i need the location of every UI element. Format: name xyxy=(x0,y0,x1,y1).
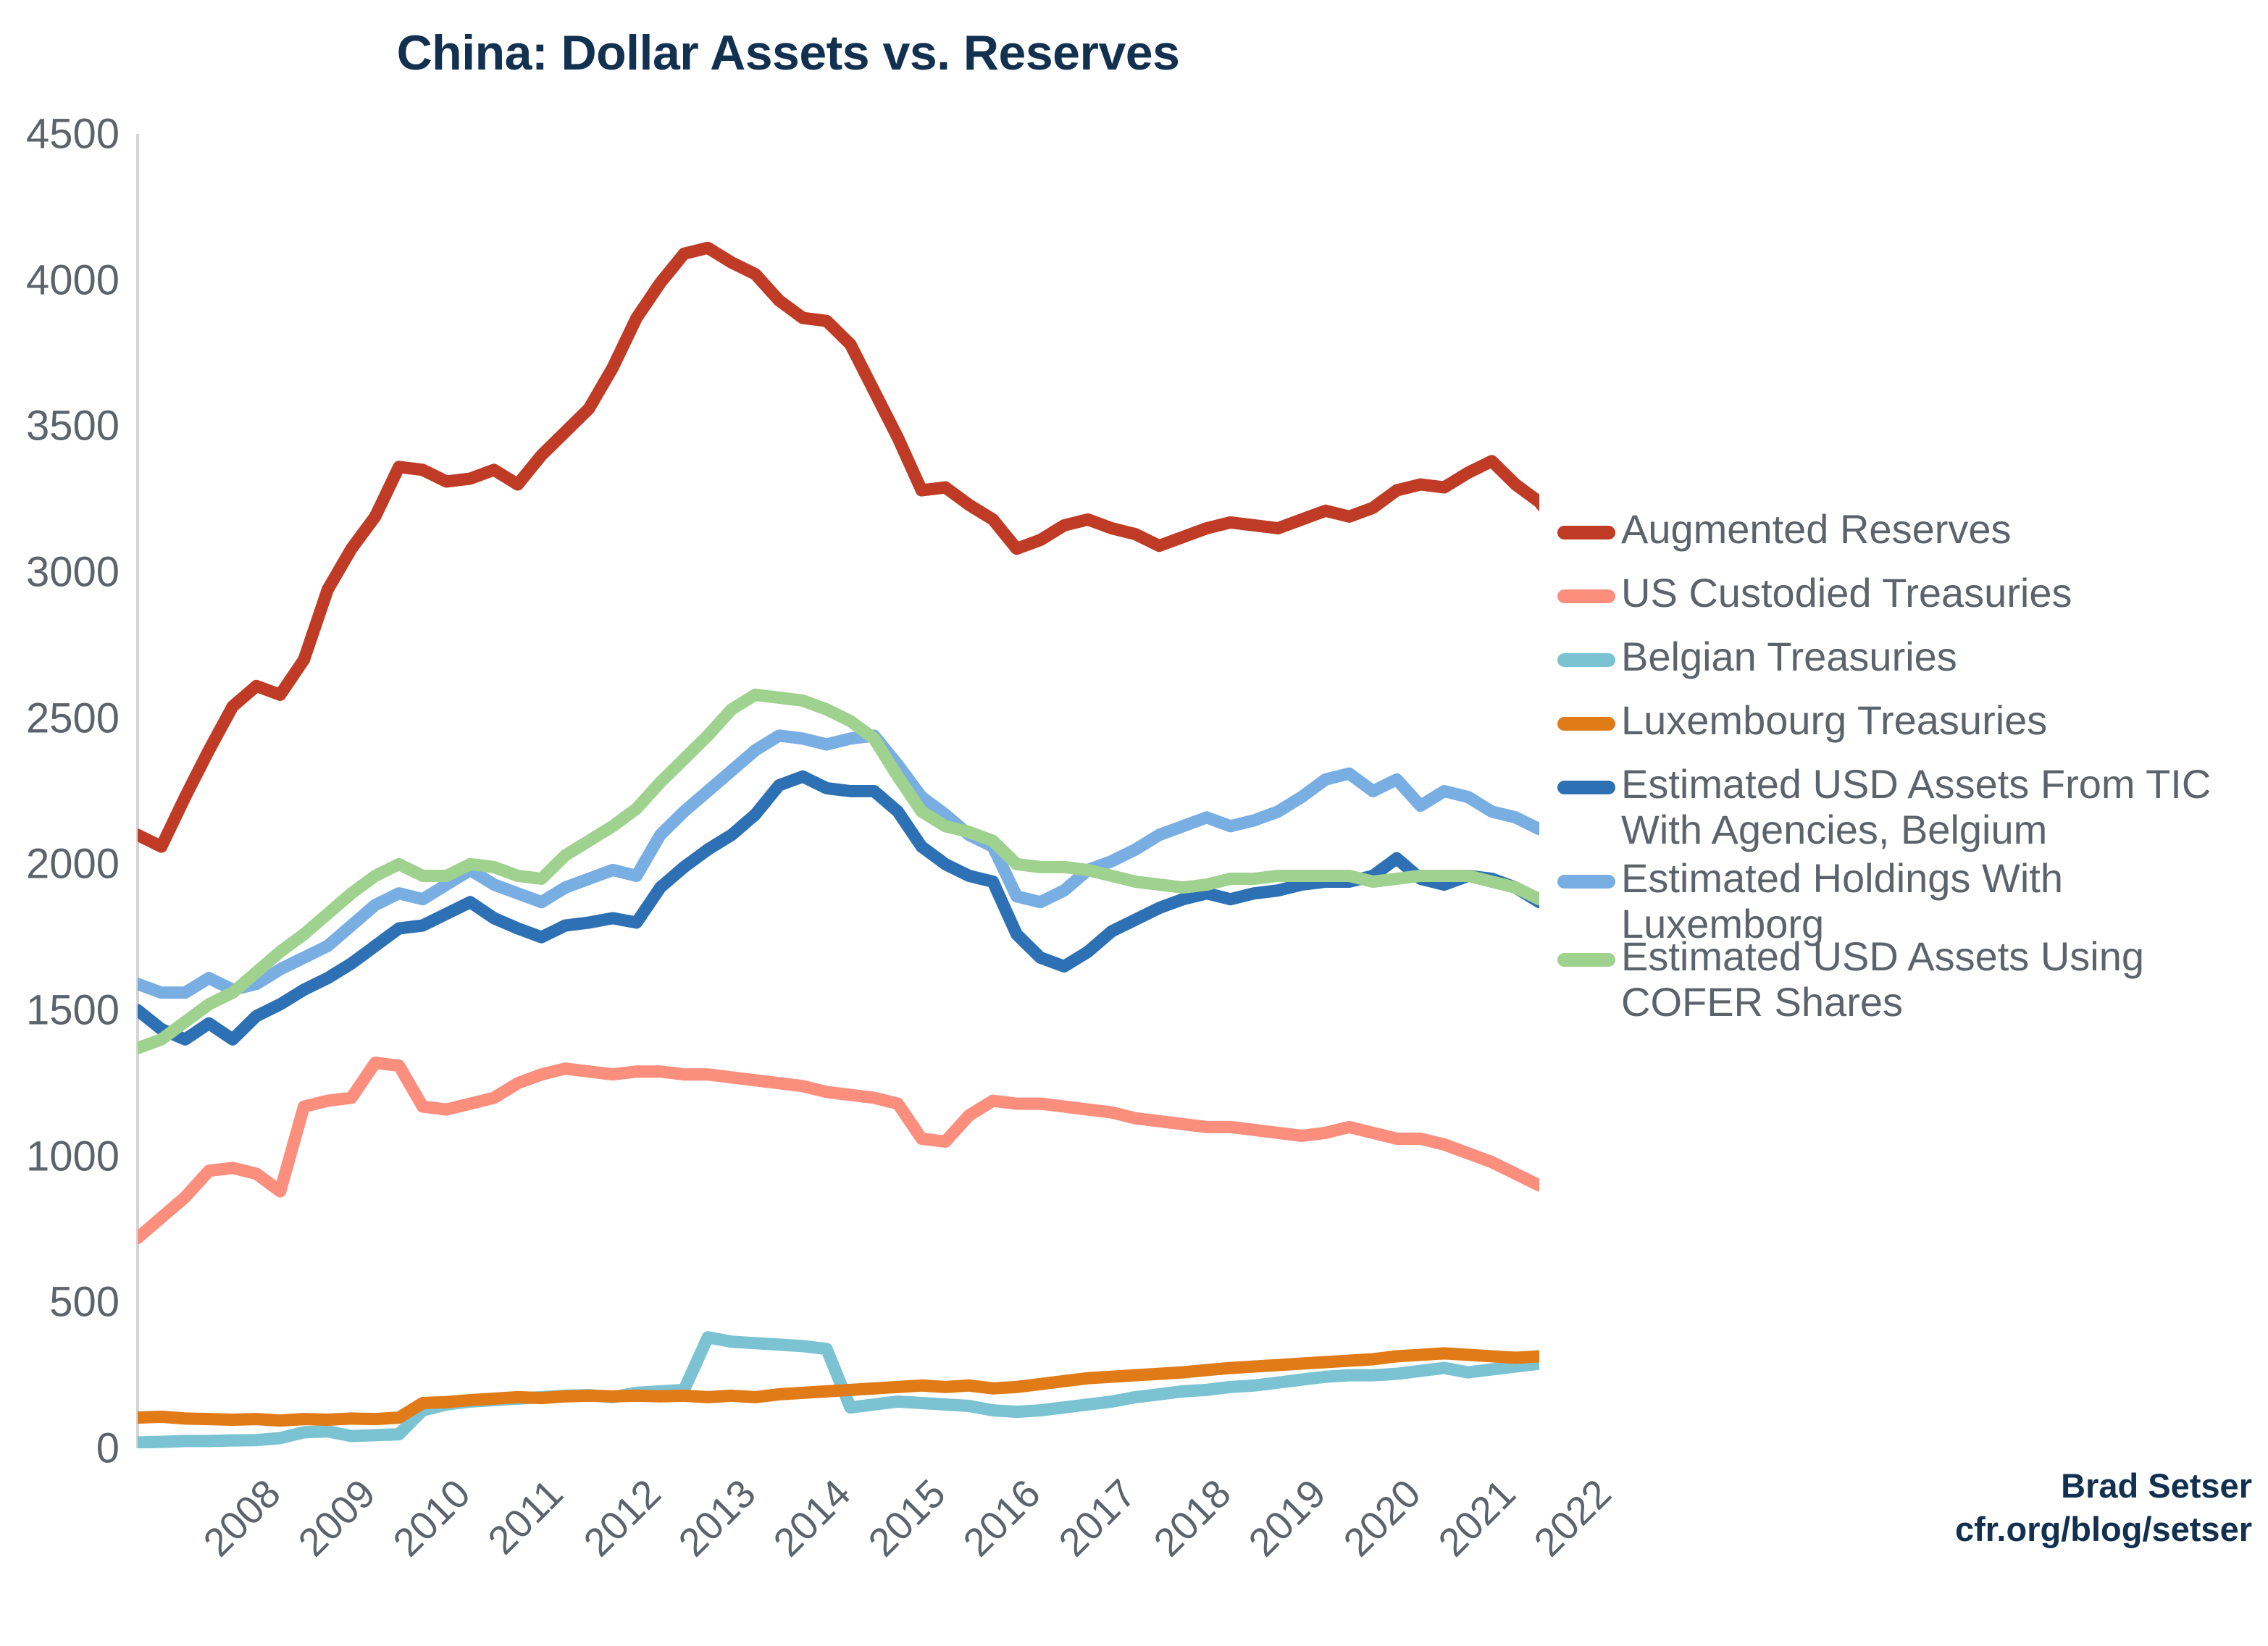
legend-item-4[interactable]: Luxembourg Treasuries xyxy=(1557,697,2048,744)
x-tick-label: 2011 xyxy=(478,1470,572,1563)
legend-item-3[interactable]: Belgian Treasuries xyxy=(1557,634,1957,680)
series-line xyxy=(138,241,1539,853)
x-tick-label: 2019 xyxy=(1239,1470,1334,1566)
legend-label: Augmented Reserves xyxy=(1621,506,2012,552)
x-tick-label: 2014 xyxy=(764,1470,860,1566)
x-tick-label: 2020 xyxy=(1334,1470,1430,1566)
legend-label: Estimated USD Assets Using COFER Shares xyxy=(1621,933,2145,1025)
x-tick-label: 2018 xyxy=(1145,1470,1239,1566)
x-tick-label: 2013 xyxy=(669,1470,764,1566)
series-line xyxy=(138,688,1539,1054)
y-tick-label: 3500 xyxy=(25,402,120,450)
x-tick-label: 2009 xyxy=(289,1470,385,1566)
legend-item-1[interactable]: Augmented Reserves xyxy=(1557,506,2012,553)
legend-item-6[interactable]: Estimated Holdings With Luxemborg xyxy=(1557,855,2244,946)
y-tick-label: 0 xyxy=(96,1424,120,1472)
attribution: Brad Setser cfr.org/blog/setser xyxy=(1955,1464,2252,1551)
legend-label: Belgian Treasuries xyxy=(1621,634,1957,679)
x-tick-label: 2010 xyxy=(384,1470,480,1566)
legend-item-2[interactable]: US Custodied Treasuries xyxy=(1557,570,2072,616)
legend-label: Luxembourg Treasuries xyxy=(1621,697,2048,743)
chart-title: China: Dollar Assets vs. Reserves xyxy=(396,25,1180,80)
series-line xyxy=(138,770,1539,1046)
x-tick-label: 2008 xyxy=(194,1470,289,1566)
series-line xyxy=(138,1057,1539,1245)
series-line xyxy=(138,729,1539,999)
y-tick-label: 4500 xyxy=(25,110,120,158)
y-tick-label: 2500 xyxy=(25,694,120,742)
x-tick-label: 2016 xyxy=(955,1470,1050,1566)
attribution-author: Brad Setser xyxy=(2061,1466,2252,1505)
y-tick-label: 4000 xyxy=(25,256,120,304)
legend-swatch-icon xyxy=(1557,653,1615,667)
legend-item-5[interactable]: Estimated USD Assets From TIC With Agenc… xyxy=(1557,761,2244,852)
y-tick-label: 3000 xyxy=(25,548,120,596)
series-line xyxy=(138,1331,1539,1448)
legend-swatch-icon xyxy=(1557,875,1615,889)
x-tick-label: 2012 xyxy=(574,1470,669,1566)
legend-swatch-icon xyxy=(1557,781,1615,794)
plot-area xyxy=(138,134,1539,1448)
attribution-url: cfr.org/blog/setser xyxy=(1954,1510,2252,1549)
y-axis-line xyxy=(136,134,139,1448)
legend-swatch-icon xyxy=(1557,526,1615,539)
legend-label: US Custodied Treasuries xyxy=(1621,570,2072,616)
y-tick-label: 1000 xyxy=(25,1133,120,1180)
y-tick-label: 500 xyxy=(49,1278,120,1326)
x-tick-label: 2021 xyxy=(1429,1470,1525,1566)
legend-swatch-icon xyxy=(1557,953,1615,967)
legend-label: Estimated USD Assets From TIC With Agenc… xyxy=(1621,761,2211,852)
legend-swatch-icon xyxy=(1557,589,1615,603)
legend-swatch-icon xyxy=(1557,717,1615,731)
legend-label: Estimated Holdings With Luxemborg xyxy=(1621,855,2064,946)
x-tick-label: 2022 xyxy=(1525,1470,1620,1566)
x-tick-label: 2017 xyxy=(1050,1470,1145,1566)
series-line xyxy=(138,1347,1539,1427)
y-tick-label: 1500 xyxy=(25,986,120,1034)
legend-item-7[interactable]: Estimated USD Assets Using COFER Shares xyxy=(1557,933,2244,1025)
series-lines xyxy=(138,241,1539,1448)
x-tick-label: 2015 xyxy=(859,1470,955,1566)
y-tick-label: 2000 xyxy=(25,840,120,888)
